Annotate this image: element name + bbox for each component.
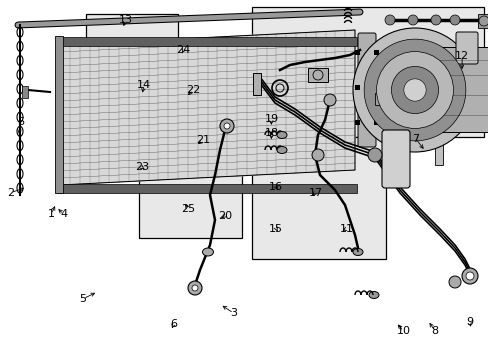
Circle shape bbox=[192, 285, 198, 291]
Text: 20: 20 bbox=[218, 211, 231, 221]
Ellipse shape bbox=[276, 131, 286, 139]
Text: 25: 25 bbox=[181, 204, 195, 214]
Circle shape bbox=[187, 281, 202, 295]
Circle shape bbox=[461, 268, 477, 284]
Ellipse shape bbox=[202, 248, 213, 256]
Bar bbox=[354, 85, 359, 90]
Circle shape bbox=[430, 15, 440, 25]
Text: 12: 12 bbox=[454, 51, 468, 61]
Text: 6: 6 bbox=[170, 319, 177, 329]
Circle shape bbox=[384, 15, 394, 25]
Bar bbox=[58, 184, 356, 193]
Text: 8: 8 bbox=[431, 326, 438, 336]
Ellipse shape bbox=[352, 248, 362, 256]
Bar bbox=[252, 73, 261, 95]
Bar bbox=[251, 7, 483, 137]
Circle shape bbox=[403, 79, 425, 101]
Text: 14: 14 bbox=[137, 80, 151, 90]
Ellipse shape bbox=[276, 147, 286, 153]
Bar bbox=[434, 35, 442, 165]
Bar bbox=[373, 85, 378, 90]
Text: 23: 23 bbox=[135, 162, 148, 172]
Bar bbox=[22, 86, 28, 98]
Bar bbox=[439, 47, 488, 132]
Text: 21: 21 bbox=[196, 135, 209, 145]
Circle shape bbox=[407, 15, 417, 25]
Text: 18: 18 bbox=[264, 128, 278, 138]
Bar bbox=[85, 14, 178, 166]
Circle shape bbox=[449, 15, 459, 25]
Text: 16: 16 bbox=[269, 182, 283, 192]
Text: 15: 15 bbox=[269, 224, 283, 234]
Text: 13: 13 bbox=[119, 15, 133, 25]
Text: 19: 19 bbox=[264, 114, 278, 124]
Bar bbox=[307, 68, 327, 82]
Text: 3: 3 bbox=[230, 308, 237, 318]
Bar bbox=[354, 120, 359, 125]
Bar bbox=[139, 76, 242, 238]
FancyBboxPatch shape bbox=[455, 32, 477, 64]
FancyBboxPatch shape bbox=[381, 130, 409, 188]
Text: 7: 7 bbox=[411, 134, 418, 144]
Bar bbox=[373, 120, 378, 125]
Bar bbox=[55, 36, 63, 193]
Text: 10: 10 bbox=[396, 326, 409, 336]
Text: 5: 5 bbox=[80, 294, 86, 304]
Circle shape bbox=[376, 51, 452, 129]
Circle shape bbox=[311, 149, 324, 161]
Text: 1: 1 bbox=[48, 209, 55, 219]
Text: 2: 2 bbox=[7, 188, 14, 198]
FancyBboxPatch shape bbox=[357, 33, 375, 147]
Polygon shape bbox=[60, 30, 354, 185]
Circle shape bbox=[390, 67, 438, 113]
Circle shape bbox=[465, 272, 473, 280]
Circle shape bbox=[324, 94, 335, 106]
Bar bbox=[251, 137, 386, 259]
Circle shape bbox=[224, 123, 229, 129]
Bar bbox=[373, 50, 378, 55]
Ellipse shape bbox=[368, 292, 378, 298]
Bar bbox=[477, 14, 488, 28]
Bar bbox=[374, 93, 404, 105]
Text: 6: 6 bbox=[17, 117, 24, 127]
Text: 11: 11 bbox=[340, 224, 353, 234]
Bar bbox=[354, 50, 359, 55]
Circle shape bbox=[367, 148, 381, 162]
Circle shape bbox=[364, 39, 465, 141]
Text: 17: 17 bbox=[308, 188, 322, 198]
Circle shape bbox=[220, 119, 234, 133]
Text: 24: 24 bbox=[176, 45, 190, 55]
Bar bbox=[58, 37, 356, 46]
Text: 9: 9 bbox=[465, 317, 472, 327]
Circle shape bbox=[448, 276, 460, 288]
Circle shape bbox=[352, 28, 476, 152]
Text: 4: 4 bbox=[60, 209, 67, 219]
Text: 22: 22 bbox=[185, 85, 200, 95]
